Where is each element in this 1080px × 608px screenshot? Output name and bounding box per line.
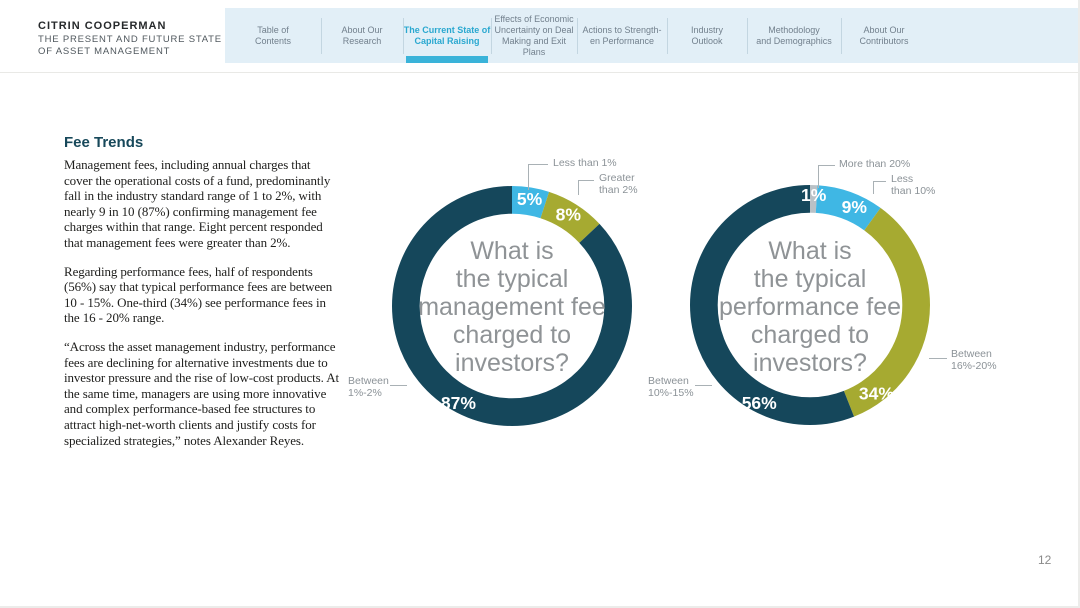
segment-pct-label: 87% — [441, 393, 476, 413]
tab-label: Table of Contents — [254, 24, 292, 46]
segment-pct-label: 5% — [517, 189, 543, 209]
nav-tabs: Table of Contents About Our Research The C… — [225, 8, 1078, 63]
donut-segment-56% — [690, 185, 930, 425]
header-divider — [0, 72, 1078, 73]
tab-industry-outlook[interactable]: Industry Outlook — [667, 8, 747, 63]
chart-question: What is the typical management fee charg… — [418, 237, 606, 377]
segment-callout-label: Between 1%-2% — [348, 375, 389, 399]
body-paragraph: Management fees, including annual charge… — [64, 157, 331, 250]
section-heading: Fee Trends — [64, 134, 144, 151]
tab-current-state-of-capital-raising[interactable]: The Current State of Capital Raising — [403, 8, 491, 63]
tab-effects-of-economic-uncertainty[interactable]: Effects of Economic Uncertainty on Deal … — [491, 8, 577, 63]
logo-subtitle: THE PRESENT AND FUTURE STATE OF ASSET MA… — [38, 34, 222, 57]
page-number: 12 — [1038, 553, 1052, 567]
segment-pct-label: 8% — [556, 205, 582, 225]
tab-actions-to-strengthen-performance[interactable]: Actions to Strength- en Performance — [577, 8, 667, 63]
leader-line — [528, 164, 548, 190]
segment-callout-label: Between 10%-15% — [648, 375, 694, 399]
segment-pct-label: 56% — [742, 393, 777, 413]
segment-callout-label: Less than 10% — [891, 173, 936, 197]
leader-line — [873, 181, 886, 194]
active-tab-underline — [406, 56, 488, 63]
chart-question: What is the typical performance fee char… — [718, 237, 902, 377]
management-fee-donut-chart: 5% 8% 87% What is the typical management f… — [345, 150, 680, 440]
segment-pct-label: 9% — [842, 197, 868, 217]
tab-label: Actions to Strength- en Performance — [582, 24, 662, 46]
tab-label: Effects of Economic Uncertainty on Deal … — [494, 13, 574, 57]
logo: CITRIN COOPERMAN THE PRESENT AND FUTURE … — [38, 20, 222, 57]
performance-fee-donut-chart: 1% 9% 34% 56% What is the typical performan… — [645, 150, 1078, 440]
leader-line — [695, 385, 712, 386]
segment-callout-label: Less than 1% — [553, 157, 617, 169]
tab-table-of-contents[interactable]: Table of Contents — [225, 8, 321, 63]
leader-line — [390, 385, 407, 386]
donut-segment-34% — [690, 185, 930, 425]
tab-label: About Our Research — [341, 24, 383, 46]
segment-pct-label: 1% — [801, 185, 827, 205]
leader-line — [578, 180, 594, 195]
logo-title: CITRIN COOPERMAN — [38, 20, 167, 32]
segment-pct-label: 34% — [859, 384, 894, 404]
tab-label: The Current State of Capital Raising — [403, 24, 491, 46]
leader-line — [818, 165, 835, 188]
tab-methodology-and-demographics[interactable]: Methodology and Demographics — [747, 8, 841, 63]
tab-about-our-contributors[interactable]: About Our Contributors — [841, 8, 927, 63]
tab-label: Methodology and Demographics — [756, 24, 832, 46]
donut-svg: 5% 8% 87% — [392, 186, 632, 426]
donut-segment-87% — [392, 186, 632, 426]
leader-line — [929, 358, 947, 359]
segment-callout-label: Between 16%-20% — [951, 348, 997, 372]
body-copy: Fee Trends Management fees, including an… — [64, 134, 340, 461]
donut-svg: 1% 9% 34% 56% — [690, 185, 930, 425]
segment-callout-label: More than 20% — [839, 158, 911, 170]
body-paragraph: Regarding performance fees, half of resp… — [64, 263, 333, 326]
segment-callout-label: Greater than 2% — [599, 172, 638, 196]
tab-label: Industry Outlook — [690, 24, 723, 46]
tab-about-our-research[interactable]: About Our Research — [321, 8, 403, 63]
body-paragraph: “Across the asset management industry, p… — [64, 338, 340, 448]
tab-label: About Our Contributors — [859, 24, 909, 46]
